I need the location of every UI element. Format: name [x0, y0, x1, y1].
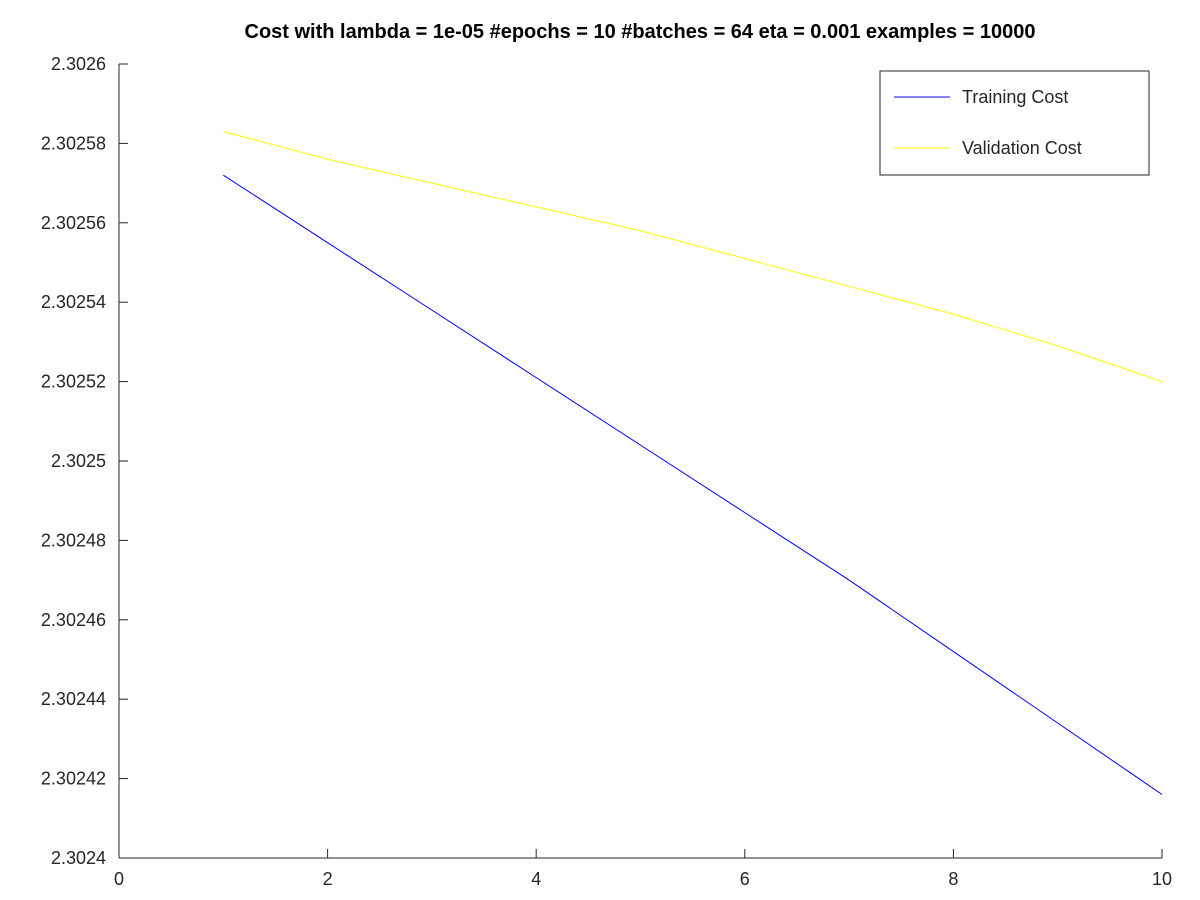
- y-tick-label: 2.30252: [41, 372, 106, 392]
- plot-area: [223, 131, 1163, 795]
- y-tick-label: 2.30258: [41, 133, 106, 153]
- x-tick-label: 0: [114, 869, 124, 889]
- x-tick-label: 8: [948, 869, 958, 889]
- y-tick-label: 2.30244: [41, 689, 106, 709]
- y-tick-label: 2.30256: [41, 213, 106, 233]
- legend-box: [879, 70, 1150, 176]
- y-tick-label: 2.30254: [41, 292, 106, 312]
- y-tick-label: 2.3025: [51, 451, 106, 471]
- x-tick-label: 4: [531, 869, 541, 889]
- chart-title: Cost with lambda = 1e-05 #epochs = 10 #b…: [245, 21, 1036, 43]
- y-tick-label: 2.3026: [51, 54, 106, 74]
- y-tick-label: 2.30242: [41, 769, 106, 789]
- series-line-validation-cost: [223, 131, 1163, 383]
- legend-label-validation-cost: Validation Cost: [962, 138, 1082, 158]
- series-line-training-cost: [223, 174, 1163, 795]
- y-tick-label: 2.30248: [41, 530, 106, 550]
- y-tick-label: 2.3024: [51, 848, 106, 868]
- legend-label-training-cost: Training Cost: [962, 87, 1068, 107]
- y-tick-label: 2.30246: [41, 610, 106, 630]
- legend: Training Cost Validation Cost: [879, 70, 1150, 176]
- x-tick-label: 2: [323, 869, 333, 889]
- x-tick-label: 6: [740, 869, 750, 889]
- axes: 2.3024 2.30242 2.30244 2.30246 2.30248 2.3025…: [41, 54, 1172, 889]
- x-tick-label: 10: [1152, 869, 1172, 889]
